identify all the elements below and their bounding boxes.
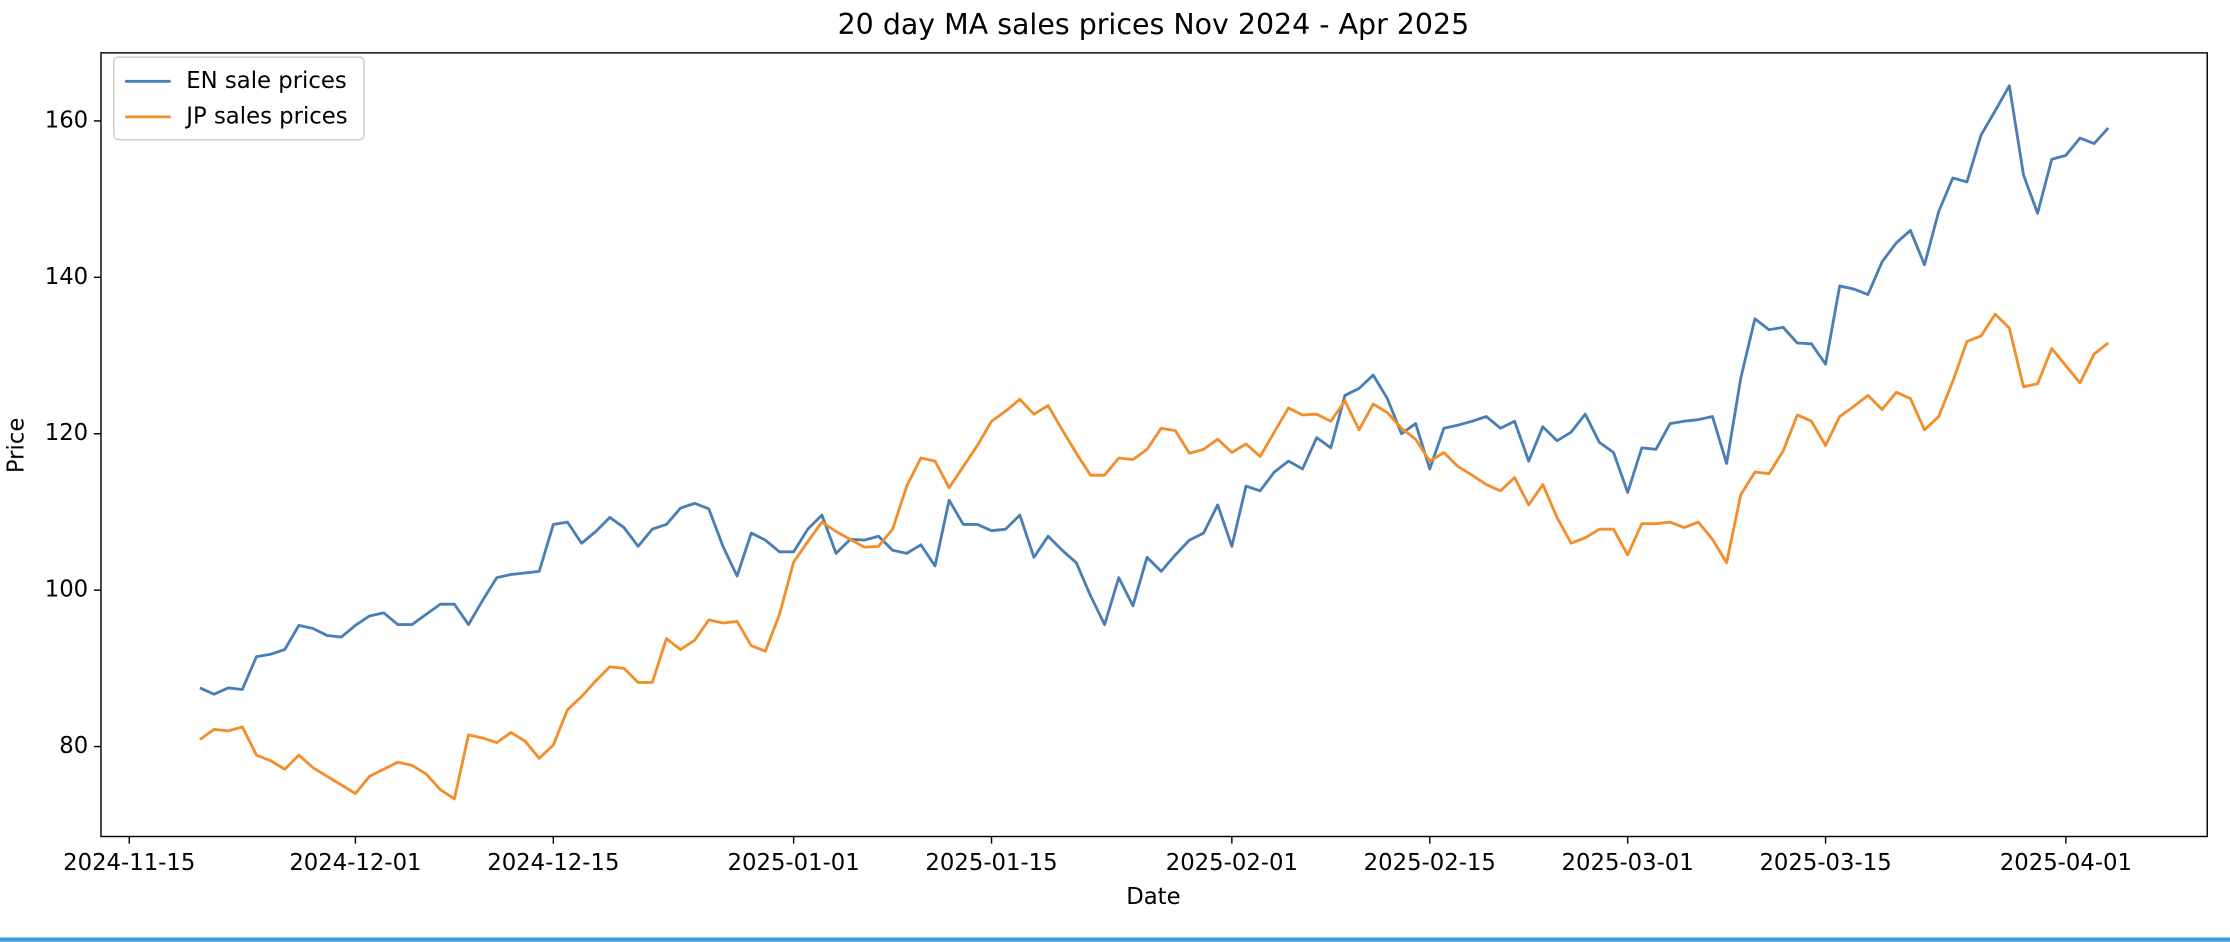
chart-title: 20 day MA sales prices Nov 2024 - Apr 20… bbox=[838, 8, 1470, 41]
x-tick-label: 2025-01-01 bbox=[728, 850, 860, 876]
line-series bbox=[199, 312, 2110, 801]
x-tick-label: 2025-03-15 bbox=[1759, 850, 1891, 876]
line-series bbox=[199, 84, 2110, 696]
legend-box bbox=[113, 56, 365, 141]
x-tick-label: 2025-04-01 bbox=[2000, 850, 2132, 876]
x-tick-label: 2025-02-15 bbox=[1364, 850, 1496, 876]
legend-label: EN sale prices bbox=[186, 68, 346, 94]
x-tick-label: 2024-12-01 bbox=[289, 850, 421, 876]
x-tick-label: 2025-02-01 bbox=[1166, 850, 1298, 876]
y-tick-label: 140 bbox=[45, 264, 88, 290]
y-axis-label: Price bbox=[4, 418, 30, 474]
y-tick-label: 100 bbox=[45, 577, 88, 603]
legend-label: JP sales prices bbox=[184, 103, 347, 129]
y-tick-label: 80 bbox=[59, 733, 88, 759]
x-tick-label: 2024-12-15 bbox=[487, 850, 619, 876]
x-tick-label: 2024-11-15 bbox=[63, 850, 195, 876]
y-tick-label: 120 bbox=[45, 420, 88, 446]
plot-frame bbox=[100, 52, 2208, 838]
x-axis-label: Date bbox=[1126, 884, 1180, 910]
window-edge bbox=[0, 937, 2230, 942]
y-tick-label: 160 bbox=[45, 107, 88, 133]
x-tick-label: 2025-01-15 bbox=[925, 850, 1057, 876]
x-tick-label: 2025-03-01 bbox=[1562, 850, 1694, 876]
